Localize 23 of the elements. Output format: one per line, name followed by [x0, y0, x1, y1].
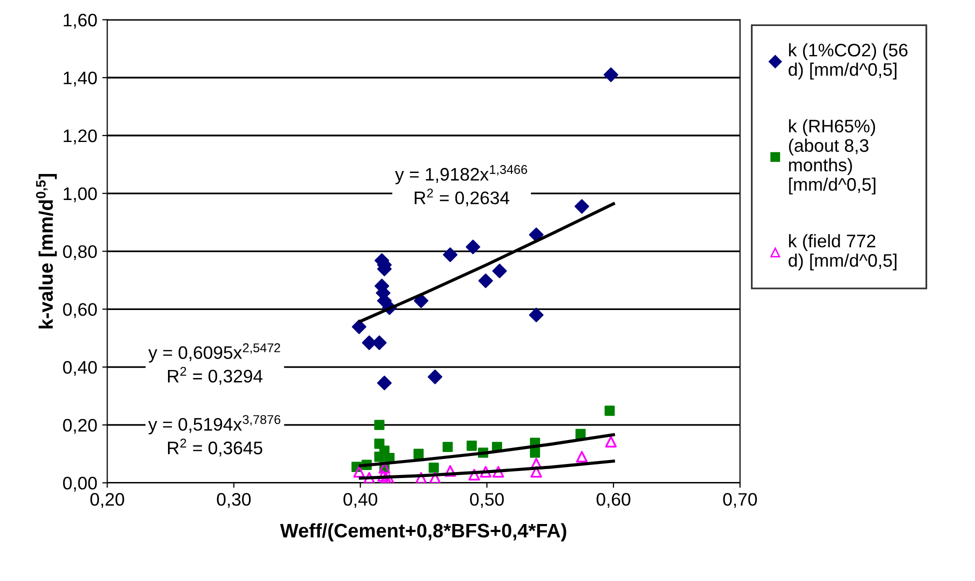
text: y = 0,6095x$^{2,5472}$ R$^{2}$ = 0,3294 [148, 343, 280, 385]
text: y = 1,9182x$^{1,3466}$ R$^{2}$ = 0,2634 [395, 165, 528, 206]
x-tick-label: 0,50 [470, 493, 504, 508]
x-tick-label: 0,30 [216, 493, 251, 508]
y-tick-label: 1,00 [64, 187, 97, 202]
y-axis-title: k-value [mm/d$^{0,5}$] [36, 174, 57, 328]
x-tick-label: 0,60 [596, 493, 630, 508]
y-tick-label: 1,20 [64, 129, 97, 144]
legend-label: k (RH65%) (about 8,3 months) [mm/d^0,5] [789, 119, 876, 194]
text: y = 0,5194x$^{3,7876}$ R$^{2}$ = 0,3645 [148, 415, 280, 456]
x-tick-label: 0,70 [723, 493, 757, 508]
legend-label: k (field 772 d) [mm/d^0,5] [788, 234, 896, 270]
y-tick-label: 0,80 [63, 245, 97, 260]
y-tick-label: 1,60 [64, 14, 97, 29]
x-axis-title: Weff/(Cement+0,8*BFS+0,4*FA) [280, 523, 566, 542]
x-tick-label: 0,20 [90, 493, 124, 508]
x-tick-label: 0,40 [343, 493, 378, 508]
y-tick-label: 0,60 [63, 303, 97, 318]
legend-label: k (1%CO2) (56 d) [mm/d^0,5] [788, 43, 908, 80]
y-tick-label: 0,40 [63, 360, 97, 376]
y-tick-label: 1,40 [64, 72, 97, 86]
y-tick-label: 0,20 [63, 418, 97, 434]
y-tick-label: 0,00 [63, 476, 97, 492]
